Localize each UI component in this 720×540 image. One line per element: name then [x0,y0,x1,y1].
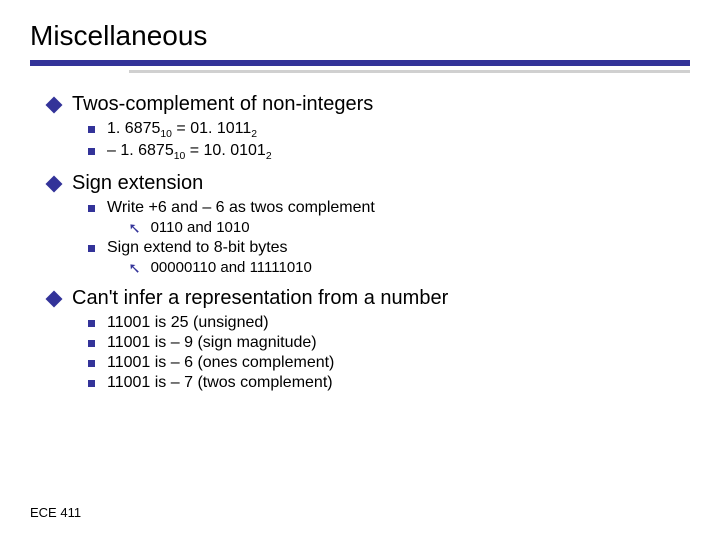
square-bullet-icon [88,360,95,367]
square-bullet-icon [88,148,95,155]
list-item-text: 1. 687510 = 01. 10112 [107,120,257,140]
square-bullet-icon [88,245,95,252]
list-item: 11001 is – 6 (ones complement) [88,354,690,372]
slide-footer: ECE 411 [30,505,81,520]
list-item: ➚ 00000110 and 11111010 [128,259,690,277]
list-item-text: 0110 and 1010 [151,219,250,236]
list-item-text: Sign extension [72,172,203,195]
arrow-bullet-icon: ➚ [128,219,141,237]
slide-content: Miscellaneous Twos-complement of non-int… [0,0,720,392]
arrow-bullet-icon: ➚ [128,259,141,277]
square-bullet-icon [88,340,95,347]
list-item: Twos-complement of non-integers [48,93,690,116]
list-item-text: Sign extend to 8-bit bytes [107,239,288,257]
list-item-text: Write +6 and – 6 as twos complement [107,199,375,217]
list-item: Write +6 and – 6 as twos complement [88,199,690,217]
diamond-bullet-icon [46,97,63,114]
list-item-text: 11001 is – 7 (twos complement) [107,374,333,392]
list-item-text: – 1. 687510 = 10. 01012 [107,142,272,162]
diamond-bullet-icon [46,176,63,193]
list-item: – 1. 687510 = 10. 01012 [88,142,690,162]
list-item: 11001 is 25 (unsigned) [88,314,690,332]
list-item: Sign extension [48,172,690,195]
diamond-bullet-icon [46,291,63,308]
title-underline [30,60,690,66]
list-item: 11001 is – 7 (twos complement) [88,374,690,392]
list-item: 1. 687510 = 01. 10112 [88,120,690,140]
bullet-list: Twos-complement of non-integers 1. 687510… [30,93,690,392]
list-item-text: Can't infer a representation from a numb… [72,287,448,310]
list-item: Can't infer a representation from a numb… [48,287,690,310]
list-item: 11001 is – 9 (sign magnitude) [88,334,690,352]
slide-title: Miscellaneous [30,20,690,52]
square-bullet-icon [88,320,95,327]
list-item-text: 11001 is 25 (unsigned) [107,314,269,332]
list-item-text: 11001 is – 6 (ones complement) [107,354,334,372]
list-item-text: 00000110 and 11111010 [151,259,312,276]
square-bullet-icon [88,126,95,133]
list-item: ➚ 0110 and 1010 [128,219,690,237]
title-shadow [129,70,690,73]
square-bullet-icon [88,205,95,212]
list-item-text: Twos-complement of non-integers [72,93,373,116]
list-item-text: 11001 is – 9 (sign magnitude) [107,334,317,352]
list-item: Sign extend to 8-bit bytes [88,239,690,257]
square-bullet-icon [88,380,95,387]
